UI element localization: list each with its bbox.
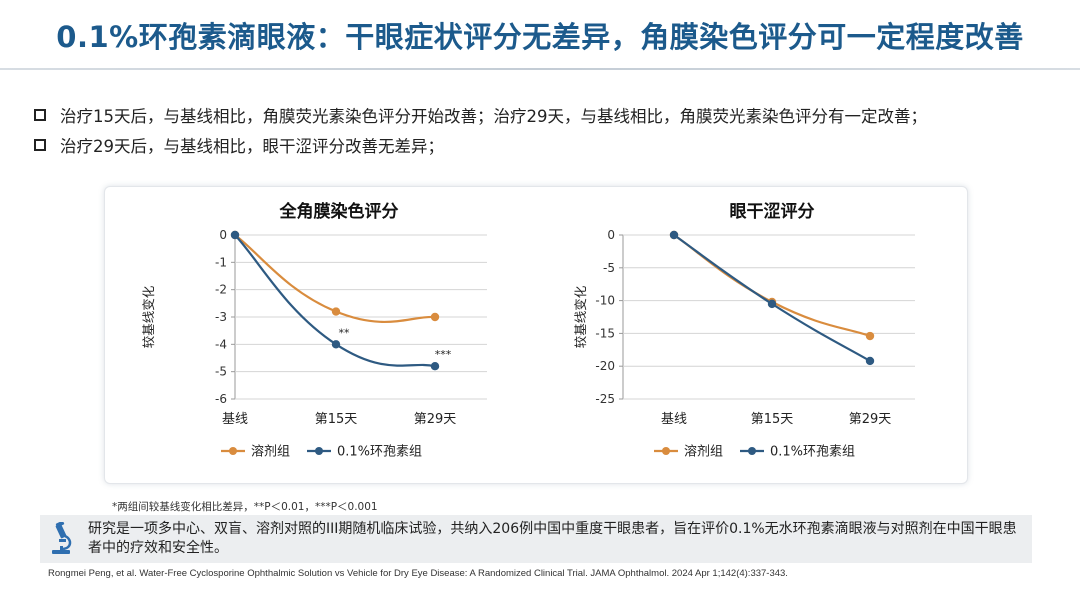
page-title: 0.1%环孢素滴眼液：干眼症状评分无差异，角膜染色评分可一定程度改善	[56, 20, 1024, 54]
bullet-item: 治疗15天后，与基线相比，角膜荧光素染色评分开始改善；治疗29天，与基线相比，角…	[34, 100, 1064, 130]
microscope-icon	[40, 515, 82, 563]
bullet-item: 治疗29天后，与基线相比，眼干涩评分改善无差异；	[34, 130, 1064, 160]
square-bullet-icon	[34, 139, 46, 151]
y-tick-label: -4	[215, 337, 227, 351]
x-tick-label: 第15天	[751, 412, 794, 427]
data-point	[767, 299, 777, 309]
legend-label: 溶剂组	[251, 445, 290, 460]
x-tick-label: 第29天	[414, 412, 457, 427]
reference-citation: Rongmei Peng, et al. Water-Free Cyclospo…	[48, 568, 788, 579]
study-description: 研究是一项多中心、双盲、溶剂对照的III期随机临床试验，共纳入206例中国中重度…	[88, 521, 1017, 556]
y-tick-label: -10	[595, 294, 615, 308]
data-point	[669, 230, 679, 240]
x-tick-label: 基线	[222, 412, 248, 427]
x-tick-label: 第15天	[315, 412, 358, 427]
y-tick-label: -5	[215, 365, 227, 379]
legend-marker	[229, 447, 237, 455]
series-line	[673, 234, 871, 338]
legend-marker	[662, 447, 670, 455]
chart-title: 全角膜染色评分	[279, 201, 399, 222]
data-point	[430, 312, 440, 322]
y-tick-label: 0	[607, 228, 615, 242]
x-tick-label: 第29天	[849, 412, 892, 427]
x-tick-label: 基线	[661, 412, 687, 427]
data-point	[865, 331, 875, 341]
charts-panel: 全角膜染色评分 0 -1 -2 -3 -4 -5 -6 较基线变化 基线 第15天 第29天 ** ***…	[104, 186, 968, 484]
data-point	[331, 307, 341, 316]
data-point	[430, 362, 440, 371]
significance-annotation: **	[339, 326, 351, 339]
significance-annotation: ***	[435, 348, 452, 361]
bullet-text: 治疗15天后，与基线相比，角膜荧光素染色评分开始改善；治疗29天，与基线相比，角…	[60, 107, 927, 126]
title-divider	[0, 68, 1080, 70]
data-point	[865, 356, 875, 366]
legend-label: 溶剂组	[684, 445, 723, 460]
y-tick-label: -15	[595, 326, 615, 340]
bullet-list: 治疗15天后，与基线相比，角膜荧光素染色评分开始改善；治疗29天，与基线相比，角…	[34, 100, 1064, 160]
y-tick-label: -25	[595, 392, 615, 406]
legend-marker	[748, 447, 756, 455]
chart-title: 眼干涩评分	[730, 202, 815, 222]
y-tick-label: 0	[219, 228, 227, 242]
y-tick-label: -1	[215, 255, 227, 269]
bullet-text: 治疗29天后，与基线相比，眼干涩评分改善无差异；	[60, 137, 444, 156]
legend-label: 0.1%环孢素组	[770, 445, 855, 460]
data-point	[331, 340, 341, 349]
legend-label: 0.1%环孢素组	[337, 445, 422, 460]
y-axis-label: 较基线变化	[573, 285, 588, 348]
y-tick-label: -20	[595, 359, 615, 373]
y-tick-label: -2	[215, 283, 227, 297]
square-bullet-icon	[34, 109, 46, 121]
y-tick-label: -5	[603, 261, 615, 275]
study-description-box: 研究是一项多中心、双盲、溶剂对照的III期随机临床试验，共纳入206例中国中重度…	[40, 515, 1032, 563]
y-tick-label: -3	[215, 310, 227, 324]
y-tick-label: -6	[215, 392, 227, 406]
y-axis-label: 较基线变化	[141, 285, 156, 348]
data-point	[230, 230, 240, 240]
legend-marker	[315, 447, 323, 455]
significance-footnote: *两组间较基线变化相比差异，**P＜0.01，***P＜0.001	[112, 501, 378, 513]
